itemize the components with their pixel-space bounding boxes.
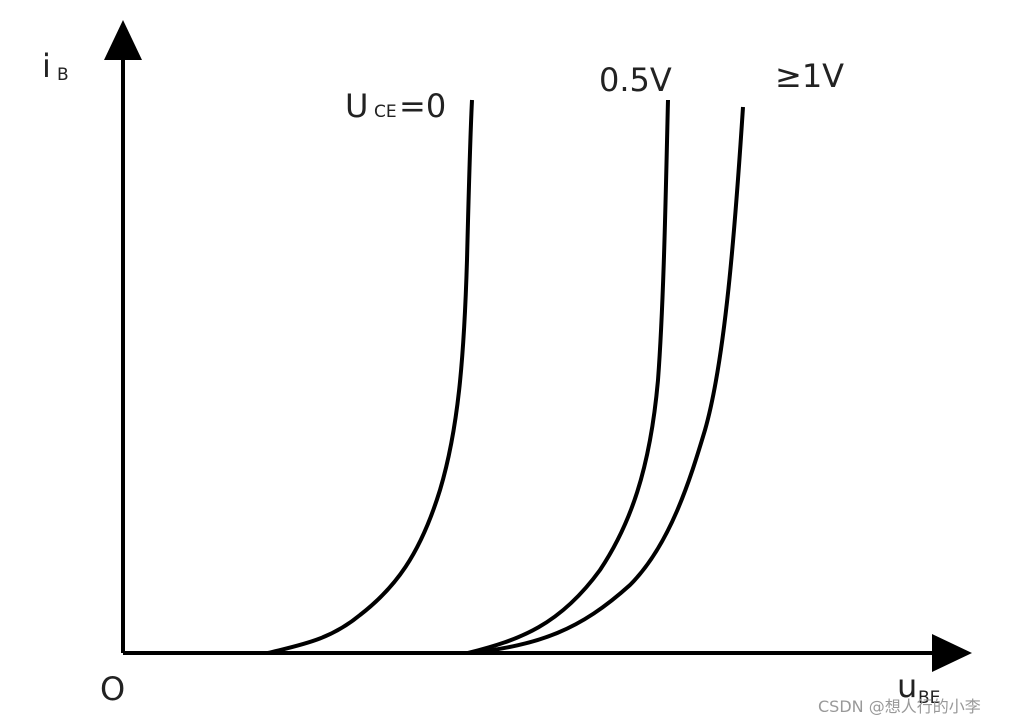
curve — [467, 99, 670, 655]
curve — [267, 99, 474, 655]
curve-label: 0.5V — [599, 61, 672, 99]
curve — [469, 106, 745, 655]
y-arrow — [104, 20, 142, 60]
curve-label-suffix: =0 — [399, 87, 446, 125]
x-label: u — [897, 667, 917, 705]
curve-label: U — [345, 87, 368, 125]
x-label-sub: BE — [918, 688, 940, 708]
origin-label: O — [100, 670, 125, 708]
x-arrow — [932, 634, 972, 672]
y-label: i — [42, 47, 51, 85]
watermark: CSDN @想人行的小李 — [818, 697, 981, 716]
curve-label-sub: CE — [374, 102, 397, 122]
curve-label: ≥1V — [775, 57, 844, 95]
y-label-sub: B — [57, 65, 69, 85]
